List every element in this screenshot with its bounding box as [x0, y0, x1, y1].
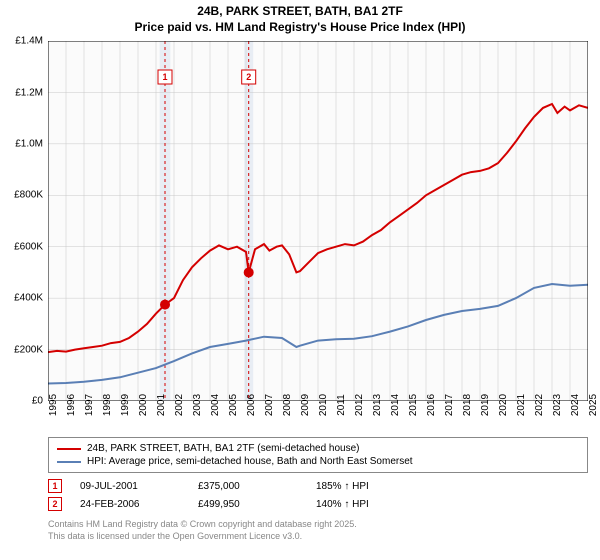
footer: Contains HM Land Registry data © Crown c… — [48, 519, 588, 542]
sales-row: 2 24-FEB-2006 £499,950 140% ↑ HPI — [48, 495, 588, 513]
sale-marker-num: 2 — [52, 499, 57, 509]
y-tick-label: £600K — [14, 241, 43, 252]
x-tick-label: 2011 — [336, 394, 347, 416]
sale-vs-hpi: 185% ↑ HPI — [316, 481, 416, 492]
x-tick-label: 2007 — [264, 394, 275, 416]
x-tick-label: 2012 — [354, 394, 365, 416]
legend-swatch — [57, 448, 81, 450]
y-tick-label: £1.0M — [15, 139, 43, 150]
x-tick-label: 2005 — [228, 394, 239, 416]
x-tick-label: 2025 — [588, 394, 599, 416]
sale-date: 09-JUL-2001 — [80, 481, 180, 492]
footer-line-1: Contains HM Land Registry data © Crown c… — [48, 519, 588, 531]
x-tick-label: 1995 — [48, 394, 59, 416]
svg-text:1: 1 — [162, 72, 167, 82]
plot-area: 12 — [48, 41, 588, 401]
x-tick-label: 2023 — [552, 394, 563, 416]
title-line-2: Price paid vs. HM Land Registry's House … — [0, 20, 600, 36]
sales-row: 1 09-JUL-2001 £375,000 185% ↑ HPI — [48, 477, 588, 495]
legend-row: HPI: Average price, semi-detached house,… — [57, 455, 579, 468]
legend-label: HPI: Average price, semi-detached house,… — [87, 456, 413, 467]
legend-swatch — [57, 461, 81, 463]
x-tick-label: 2004 — [210, 394, 221, 416]
y-axis: £0£200K£400K£600K£800K£1.0M£1.2M£1.4M — [0, 41, 46, 401]
y-tick-label: £1.2M — [15, 87, 43, 98]
x-tick-label: 2009 — [300, 394, 311, 416]
x-tick-label: 2003 — [192, 394, 203, 416]
x-tick-label: 2010 — [318, 394, 329, 416]
x-tick-label: 2024 — [570, 394, 581, 416]
x-tick-label: 2017 — [444, 394, 455, 416]
x-tick-label: 2015 — [408, 394, 419, 416]
x-tick-label: 2022 — [534, 394, 545, 416]
x-tick-label: 2013 — [372, 394, 383, 416]
sale-date: 24-FEB-2006 — [80, 499, 180, 510]
footer-line-2: This data is licensed under the Open Gov… — [48, 531, 588, 543]
x-tick-label: 2008 — [282, 394, 293, 416]
x-tick-label: 1996 — [66, 394, 77, 416]
svg-text:2: 2 — [246, 72, 251, 82]
x-tick-label: 1998 — [102, 394, 113, 416]
title-line-1: 24B, PARK STREET, BATH, BA1 2TF — [0, 4, 600, 20]
legend-label: 24B, PARK STREET, BATH, BA1 2TF (semi-de… — [87, 443, 360, 454]
x-tick-label: 2018 — [462, 394, 473, 416]
sale-marker: 2 — [48, 497, 62, 511]
y-tick-label: £1.4M — [15, 36, 43, 47]
x-tick-label: 2001 — [156, 394, 167, 416]
legend-row: 24B, PARK STREET, BATH, BA1 2TF (semi-de… — [57, 442, 579, 455]
x-tick-label: 1997 — [84, 394, 95, 416]
x-tick-label: 2019 — [480, 394, 491, 416]
x-tick-label: 2002 — [174, 394, 185, 416]
sale-marker: 1 — [48, 479, 62, 493]
sale-price: £499,950 — [198, 499, 298, 510]
x-tick-label: 2021 — [516, 394, 527, 416]
title-block: 24B, PARK STREET, BATH, BA1 2TF Price pa… — [0, 0, 600, 37]
sale-price: £375,000 — [198, 481, 298, 492]
sales-table: 1 09-JUL-2001 £375,000 185% ↑ HPI 2 24-F… — [48, 477, 588, 513]
y-tick-label: £0 — [32, 396, 43, 407]
x-tick-label: 1999 — [120, 394, 131, 416]
x-tick-label: 2020 — [498, 394, 509, 416]
x-tick-label: 2014 — [390, 394, 401, 416]
chart-container: 24B, PARK STREET, BATH, BA1 2TF Price pa… — [0, 0, 600, 560]
x-tick-label: 2006 — [246, 394, 257, 416]
legend-box: 24B, PARK STREET, BATH, BA1 2TF (semi-de… — [48, 437, 588, 473]
x-tick-label: 2016 — [426, 394, 437, 416]
sale-marker-num: 1 — [52, 481, 57, 491]
sale-vs-hpi: 140% ↑ HPI — [316, 499, 416, 510]
x-tick-label: 2000 — [138, 394, 149, 416]
x-axis: 1995199619971998199920002001200220032004… — [48, 401, 588, 431]
y-tick-label: £200K — [14, 344, 43, 355]
y-tick-label: £400K — [14, 293, 43, 304]
chart-area: £0£200K£400K£600K£800K£1.0M£1.2M£1.4M 12… — [48, 41, 588, 431]
y-tick-label: £800K — [14, 190, 43, 201]
